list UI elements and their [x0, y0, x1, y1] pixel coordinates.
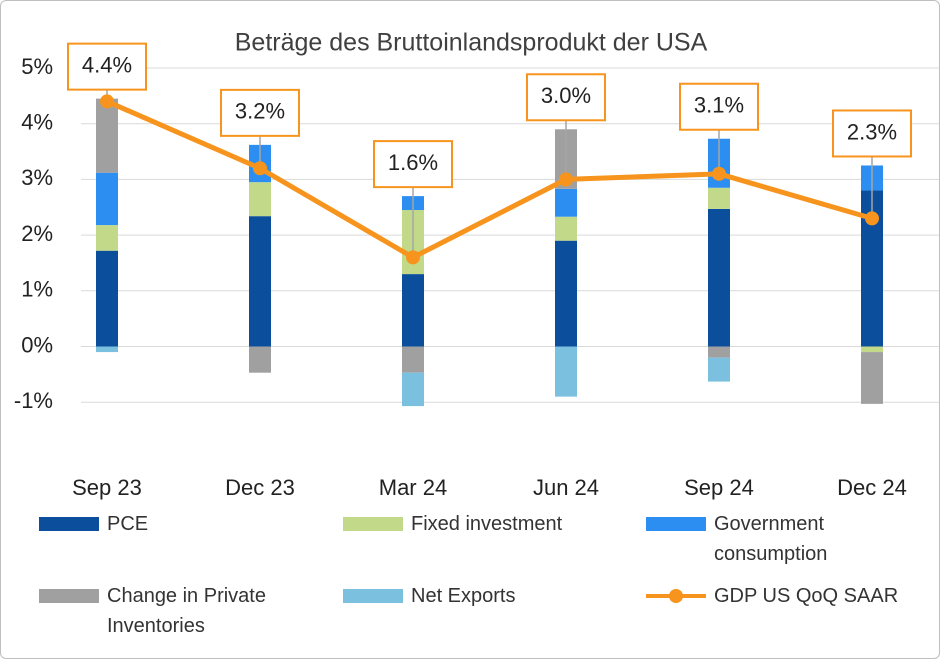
chart-title: Beträge des Bruttoinlandsprodukt der USA	[235, 29, 708, 57]
legend-label: Change in Private Inventories	[107, 585, 266, 637]
x-tick-label: Sep 24	[684, 475, 754, 500]
data-label: 4.4%	[82, 52, 132, 77]
data-label-box	[679, 82, 759, 131]
bar-segment	[249, 346, 271, 373]
data-label: 3.2%	[235, 99, 285, 124]
legend-item: Net Exports	[343, 581, 651, 611]
line-marker	[865, 211, 879, 226]
bar-segment	[402, 346, 424, 373]
y-tick-label: -1%	[14, 388, 53, 413]
x-tick-label: Sep 23	[72, 475, 142, 500]
data-label: 1.6%	[388, 150, 438, 175]
y-tick-label: 1%	[21, 277, 53, 302]
legend-label: Fixed investment	[411, 513, 563, 535]
legend-label: Net Exports	[411, 585, 516, 607]
legend-label: PCE	[107, 513, 149, 535]
bar-segment	[249, 216, 271, 347]
data-label-box	[526, 73, 606, 122]
bar-segment	[861, 352, 883, 404]
line-marker	[712, 166, 726, 181]
bar-segment	[555, 216, 577, 241]
legend-item: PCE	[39, 509, 337, 539]
bar-segment	[555, 188, 577, 217]
line	[105, 99, 873, 260]
bar-segment	[708, 208, 730, 347]
bar-segment	[555, 346, 577, 397]
x-tick-label: Dec 23	[225, 475, 295, 500]
y-tick-label: 2%	[21, 221, 53, 246]
legend-swatch	[39, 589, 99, 603]
x-tick-label: Jun 24	[533, 475, 599, 500]
data-label: 3.0%	[541, 83, 591, 108]
data-label-box	[220, 88, 300, 137]
legend-swatch	[646, 517, 706, 531]
bar-segment	[555, 240, 577, 347]
bar-segment	[96, 225, 118, 251]
line-marker	[100, 94, 114, 109]
legend-swatch	[646, 581, 706, 611]
data-label-box	[832, 109, 912, 158]
legend-item: Government consumption	[646, 509, 934, 569]
bar-segment	[708, 357, 730, 382]
legend-swatch	[343, 589, 403, 603]
bar-segment	[402, 372, 424, 407]
y-tick-label: 5%	[21, 54, 53, 79]
legend-swatch	[343, 517, 403, 531]
legend-item: GDP US QoQ SAAR	[646, 581, 939, 611]
data-label: 3.1%	[694, 93, 744, 118]
legend-label: GDP US QoQ SAAR	[714, 585, 899, 607]
x-tick-label: Mar 24	[379, 475, 447, 500]
bar-segment	[249, 182, 271, 217]
legend-item: Change in Private Inventories	[39, 581, 357, 641]
bar-segment	[96, 98, 118, 173]
line-marker	[406, 250, 420, 265]
y-tick-label: 3%	[21, 165, 53, 190]
y-tick-label: 0%	[21, 332, 53, 357]
legend-swatch	[39, 517, 99, 531]
line-marker	[253, 161, 267, 176]
bar-segment	[96, 250, 118, 347]
bar-segment	[708, 346, 730, 358]
y-tick-label: 4%	[21, 110, 53, 135]
data-label-box	[67, 42, 147, 91]
x-tick-label: Dec 24	[837, 475, 907, 500]
data-label-box	[373, 140, 453, 189]
bar-segment	[96, 346, 118, 353]
bar-segment	[402, 274, 424, 347]
bar-segment	[861, 346, 883, 353]
legend-label: Government consumption	[714, 513, 828, 565]
bar-segment	[96, 172, 118, 226]
bar-segment	[708, 187, 730, 209]
data-label: 2.3%	[847, 119, 897, 144]
line-marker	[559, 172, 573, 187]
bar-segment	[861, 190, 883, 347]
legend-item: Fixed investment	[343, 509, 651, 539]
